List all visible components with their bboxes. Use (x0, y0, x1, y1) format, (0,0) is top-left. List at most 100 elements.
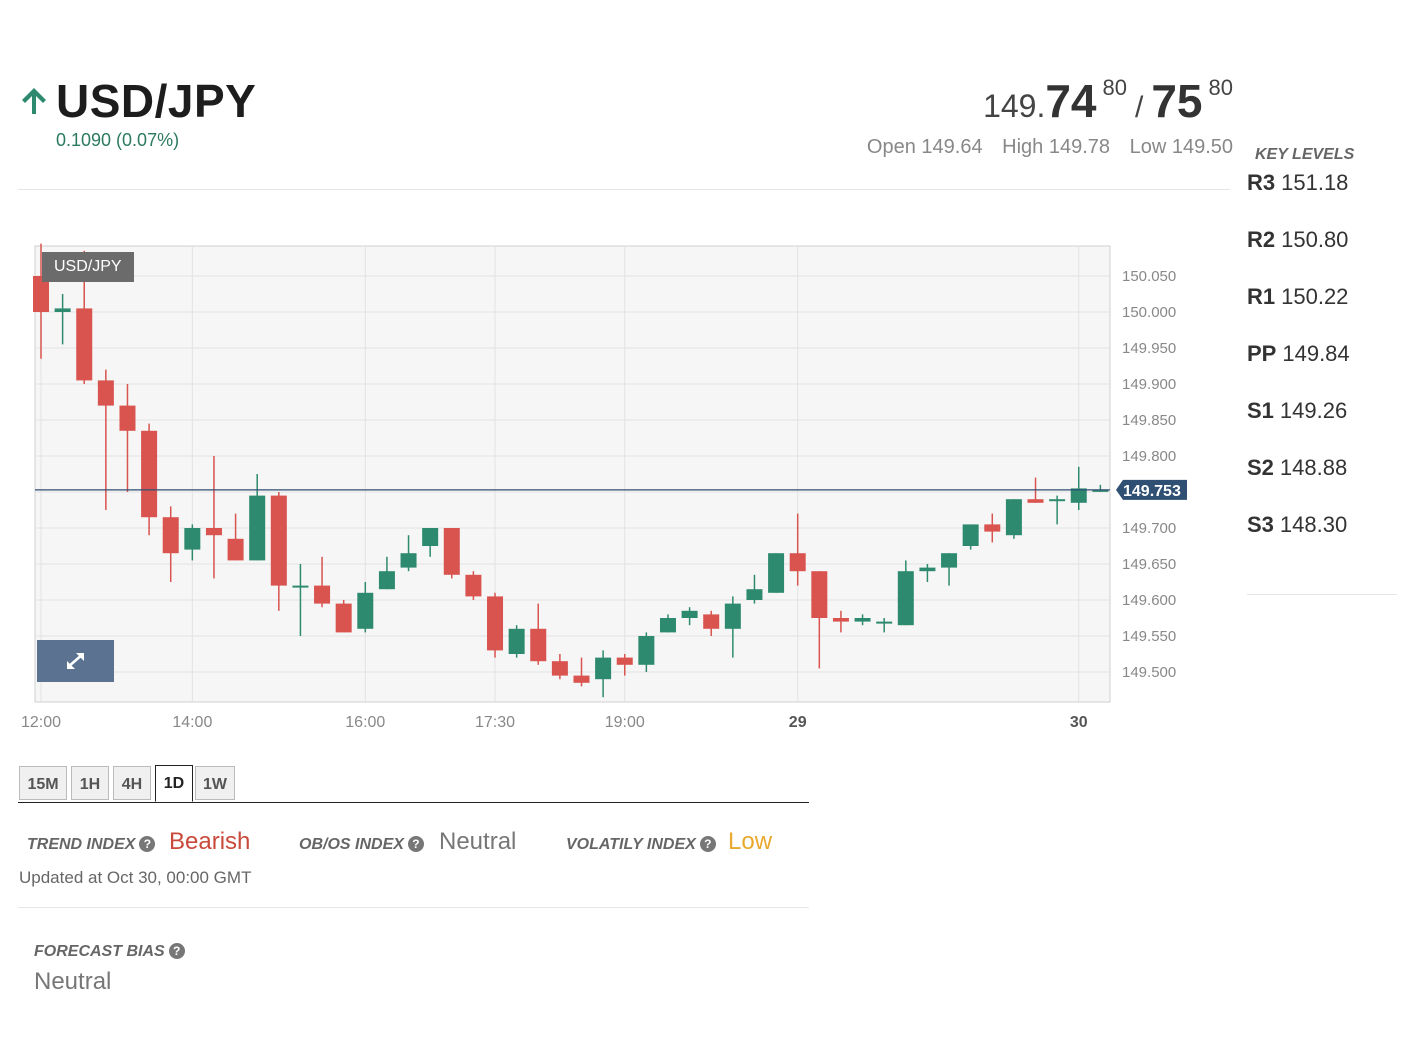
y-tick-label: 149.650 (1122, 556, 1176, 573)
price-chart[interactable]: 150.050 150.000 149.950 149.900 149.850 149.8… (0, 230, 1230, 750)
candle-body (595, 657, 612, 680)
level-value: 150.80 (1281, 227, 1349, 252)
help-icon[interactable]: ? (407, 836, 424, 852)
candle (357, 582, 374, 633)
candle-body (616, 657, 633, 665)
candle-body (638, 636, 655, 665)
candle-body (703, 614, 720, 629)
candle-body (919, 567, 936, 572)
candlestick-chart[interactable]: 150.050 150.000 149.950 149.900 149.850 149.8… (0, 230, 1230, 750)
candle (768, 553, 785, 593)
candle-body (205, 528, 222, 536)
candle (249, 474, 266, 561)
level-name: R2 (1247, 227, 1276, 252)
candle (1070, 466, 1087, 510)
candle-body (422, 528, 439, 546)
level-pp: PP 149.84 (1247, 341, 1397, 398)
trend-index-text: TREND INDEX (27, 836, 136, 853)
candle (508, 625, 525, 658)
candle (681, 607, 698, 626)
low-value: Low 149.50 (1129, 136, 1233, 158)
level-name: S1 (1247, 398, 1274, 423)
level-value: 151.18 (1281, 170, 1349, 195)
ask-small: 80 (1208, 75, 1233, 100)
candle-body (659, 618, 676, 633)
candle-body (1049, 499, 1066, 502)
candle (530, 603, 547, 665)
x-tick-label: 14:00 (172, 714, 212, 731)
candle (97, 369, 114, 510)
candle (422, 528, 439, 557)
candle-body (941, 553, 958, 568)
price-change: 0.1090 (0.07%) (56, 130, 180, 150)
y-tick-label: 149.950 (1122, 340, 1176, 357)
candle (378, 556, 395, 590)
tab-1d[interactable]: 1D (155, 765, 193, 802)
bid-big: 74 (1045, 75, 1097, 127)
level-name: R3 (1247, 170, 1276, 195)
y-tick-label: 149.700 (1122, 520, 1176, 537)
candle (984, 513, 1001, 543)
candle (1049, 495, 1066, 525)
candle-body (119, 405, 136, 431)
candle (962, 524, 979, 550)
candle (54, 294, 71, 345)
level-r2: R2 150.80 (1247, 227, 1397, 284)
bid-small: 80 (1102, 75, 1127, 100)
candle-body (962, 524, 979, 546)
candles-group (33, 243, 1109, 698)
candle-body (508, 628, 525, 654)
candle-body (76, 308, 93, 381)
candle (811, 571, 828, 669)
volatility-index-text: VOLATILY INDEX (566, 836, 696, 853)
help-icon[interactable]: ? (699, 836, 716, 852)
forecast-bias-label: FORECAST BIAS? (34, 943, 185, 961)
key-levels-divider (1247, 594, 1397, 595)
level-s1: S1 149.26 (1247, 398, 1397, 455)
level-value: 150.22 (1281, 284, 1349, 309)
tab-1h[interactable]: 1H (71, 766, 109, 800)
candle (551, 654, 568, 680)
candle (119, 384, 136, 492)
candle (876, 618, 893, 633)
candle (487, 592, 504, 658)
candle-body (314, 585, 331, 604)
y-tick-label: 149.600 (1122, 592, 1176, 609)
expand-chart-button[interactable] (37, 640, 114, 682)
tab-15m[interactable]: 15M (19, 766, 67, 800)
y-tick-label: 149.900 (1122, 376, 1176, 393)
open-value: Open 149.64 (866, 136, 983, 158)
candle (205, 456, 222, 579)
candle-body (1027, 499, 1044, 503)
candle (314, 556, 331, 608)
candle (270, 492, 287, 611)
candle-body (357, 592, 374, 629)
candle (1092, 484, 1109, 492)
candle-body (746, 589, 763, 600)
price-tag-shape (1116, 479, 1187, 500)
key-levels-panel: KEY LEVELS R3 151.18 R2 150.80 R1 150.22 PP… (1247, 146, 1397, 569)
y-tick-label: 150.050 (1122, 268, 1176, 285)
candle-body (1092, 489, 1109, 492)
quote-header: USD/JPY 0.1090 (0.07%) 149.74 80/75 80 Ope… (18, 70, 1233, 190)
candle-body (897, 571, 914, 626)
candle-body (162, 517, 179, 554)
trend-index-value: Bearish (169, 828, 251, 855)
candle-body (854, 618, 871, 622)
indexes-divider (18, 907, 809, 908)
bid-prefix: 149. (983, 88, 1046, 124)
candle-body (832, 618, 849, 622)
level-value: 149.84 (1282, 341, 1350, 366)
candle-body (811, 571, 828, 618)
candle (184, 524, 201, 561)
plot-area (34, 245, 1111, 703)
help-icon[interactable]: ? (168, 943, 185, 959)
candle (616, 654, 633, 676)
candle-body (876, 621, 893, 624)
tab-1w[interactable]: 1W (195, 766, 235, 800)
candle (638, 632, 655, 672)
forecast-bias-value: Neutral (34, 968, 112, 995)
level-r1: R1 150.22 (1247, 284, 1397, 341)
help-icon[interactable]: ? (139, 836, 156, 852)
tab-4h[interactable]: 4H (113, 766, 151, 800)
